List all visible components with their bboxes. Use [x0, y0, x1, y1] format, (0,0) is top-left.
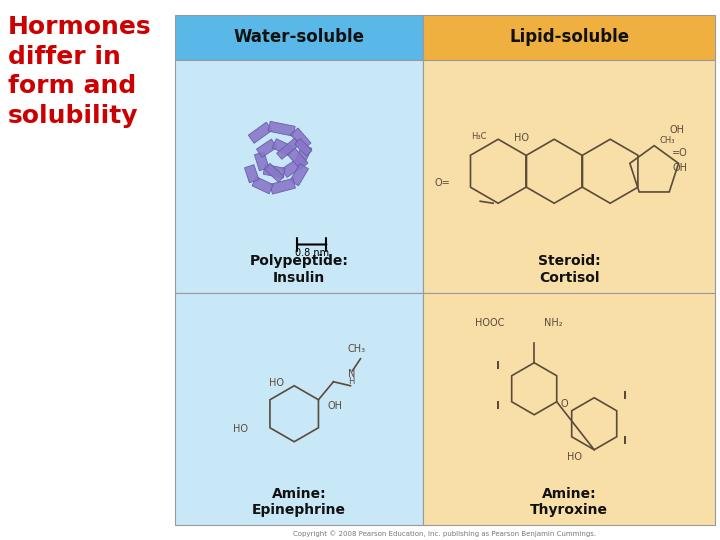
Text: Hormones
differ in
form and
solubility: Hormones differ in form and solubility: [8, 15, 152, 128]
Text: CH₃: CH₃: [347, 344, 366, 354]
Bar: [175, 60, 423, 293]
Text: OH: OH: [672, 163, 687, 173]
Text: I: I: [496, 361, 500, 371]
Text: I: I: [624, 436, 627, 446]
Text: Water-soluble: Water-soluble: [234, 29, 365, 46]
Text: OH: OH: [327, 401, 342, 411]
Polygon shape: [294, 144, 312, 165]
Text: Amine:
Epinephrine: Amine: Epinephrine: [252, 487, 346, 517]
Text: HOOC: HOOC: [474, 318, 504, 328]
Text: I: I: [624, 391, 627, 401]
Bar: [423, 293, 715, 525]
Text: I: I: [496, 401, 500, 411]
Polygon shape: [290, 128, 311, 150]
Polygon shape: [282, 159, 302, 178]
Polygon shape: [256, 139, 277, 158]
Bar: [175, 293, 423, 525]
Text: Lipid-soluble: Lipid-soluble: [509, 29, 629, 46]
Bar: [423, 15, 715, 60]
Polygon shape: [270, 178, 295, 194]
Text: HO: HO: [514, 133, 529, 143]
Text: Polypeptide:
Insulin: Polypeptide: Insulin: [250, 254, 348, 285]
Text: HO: HO: [233, 424, 248, 434]
Text: O: O: [560, 399, 568, 409]
Text: NH₂: NH₂: [544, 318, 563, 328]
Text: HO: HO: [269, 378, 284, 388]
Polygon shape: [264, 164, 285, 178]
Text: Steroid:
Cortisol: Steroid: Cortisol: [538, 254, 600, 285]
Polygon shape: [245, 165, 259, 183]
Polygon shape: [290, 164, 308, 186]
Polygon shape: [276, 138, 300, 159]
Text: Amine:
Thyroxine: Amine: Thyroxine: [530, 487, 608, 517]
Text: OH: OH: [669, 125, 684, 135]
Text: H₃C: H₃C: [471, 132, 486, 141]
Text: H: H: [348, 377, 355, 386]
Text: O=: O=: [434, 178, 450, 188]
Text: Copyright © 2008 Pearson Education, Inc. publishing as Pearson Benjamin Cummings: Copyright © 2008 Pearson Education, Inc.…: [294, 530, 597, 537]
Polygon shape: [269, 122, 295, 136]
Polygon shape: [264, 163, 284, 182]
Polygon shape: [287, 148, 308, 170]
Bar: [175, 15, 423, 60]
Text: N: N: [348, 369, 356, 379]
Polygon shape: [248, 122, 272, 143]
Text: CH₃: CH₃: [660, 136, 675, 145]
Polygon shape: [252, 177, 274, 194]
Polygon shape: [254, 152, 269, 171]
Text: HO: HO: [567, 452, 582, 462]
Polygon shape: [294, 138, 312, 156]
Bar: [423, 60, 715, 293]
Text: =O: =O: [672, 148, 688, 158]
Text: 0.8 nm: 0.8 nm: [294, 247, 329, 258]
Polygon shape: [272, 139, 293, 156]
